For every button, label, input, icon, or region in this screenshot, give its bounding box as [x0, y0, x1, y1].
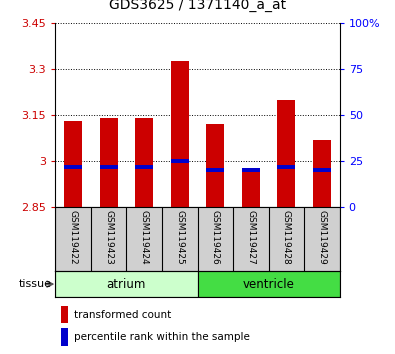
Text: GSM119423: GSM119423	[104, 210, 113, 265]
Bar	[277, 100, 295, 207]
Text: ventricle: ventricle	[243, 278, 295, 291]
Bar	[242, 170, 260, 207]
Bar	[277, 165, 295, 169]
Text: GSM119424: GSM119424	[140, 210, 149, 265]
Bar	[171, 61, 189, 207]
Bar	[242, 168, 260, 172]
Bar	[171, 159, 189, 163]
Text: percentile rank within the sample: percentile rank within the sample	[73, 332, 249, 342]
Text: GSM119428: GSM119428	[282, 210, 291, 265]
Text: tissue: tissue	[18, 279, 51, 289]
Text: GSM119429: GSM119429	[318, 210, 326, 265]
Text: GSM119426: GSM119426	[211, 210, 220, 265]
Text: GSM119422: GSM119422	[69, 210, 77, 265]
Bar	[100, 118, 118, 207]
Text: GSM119427: GSM119427	[246, 210, 255, 265]
Bar	[61, 328, 68, 346]
Bar	[64, 121, 82, 207]
Bar	[61, 306, 68, 323]
Bar	[135, 165, 153, 169]
Bar	[55, 271, 198, 297]
Bar	[100, 165, 118, 169]
Text: atrium: atrium	[107, 278, 146, 291]
Bar	[64, 165, 82, 169]
Bar	[135, 118, 153, 207]
Text: GDS3625 / 1371140_a_at: GDS3625 / 1371140_a_at	[109, 0, 286, 12]
Bar	[206, 168, 224, 172]
Bar	[198, 271, 340, 297]
Text: transformed count: transformed count	[73, 310, 171, 320]
Bar	[313, 139, 331, 207]
Bar	[206, 124, 224, 207]
Bar	[313, 168, 331, 172]
Text: GSM119425: GSM119425	[175, 210, 184, 265]
